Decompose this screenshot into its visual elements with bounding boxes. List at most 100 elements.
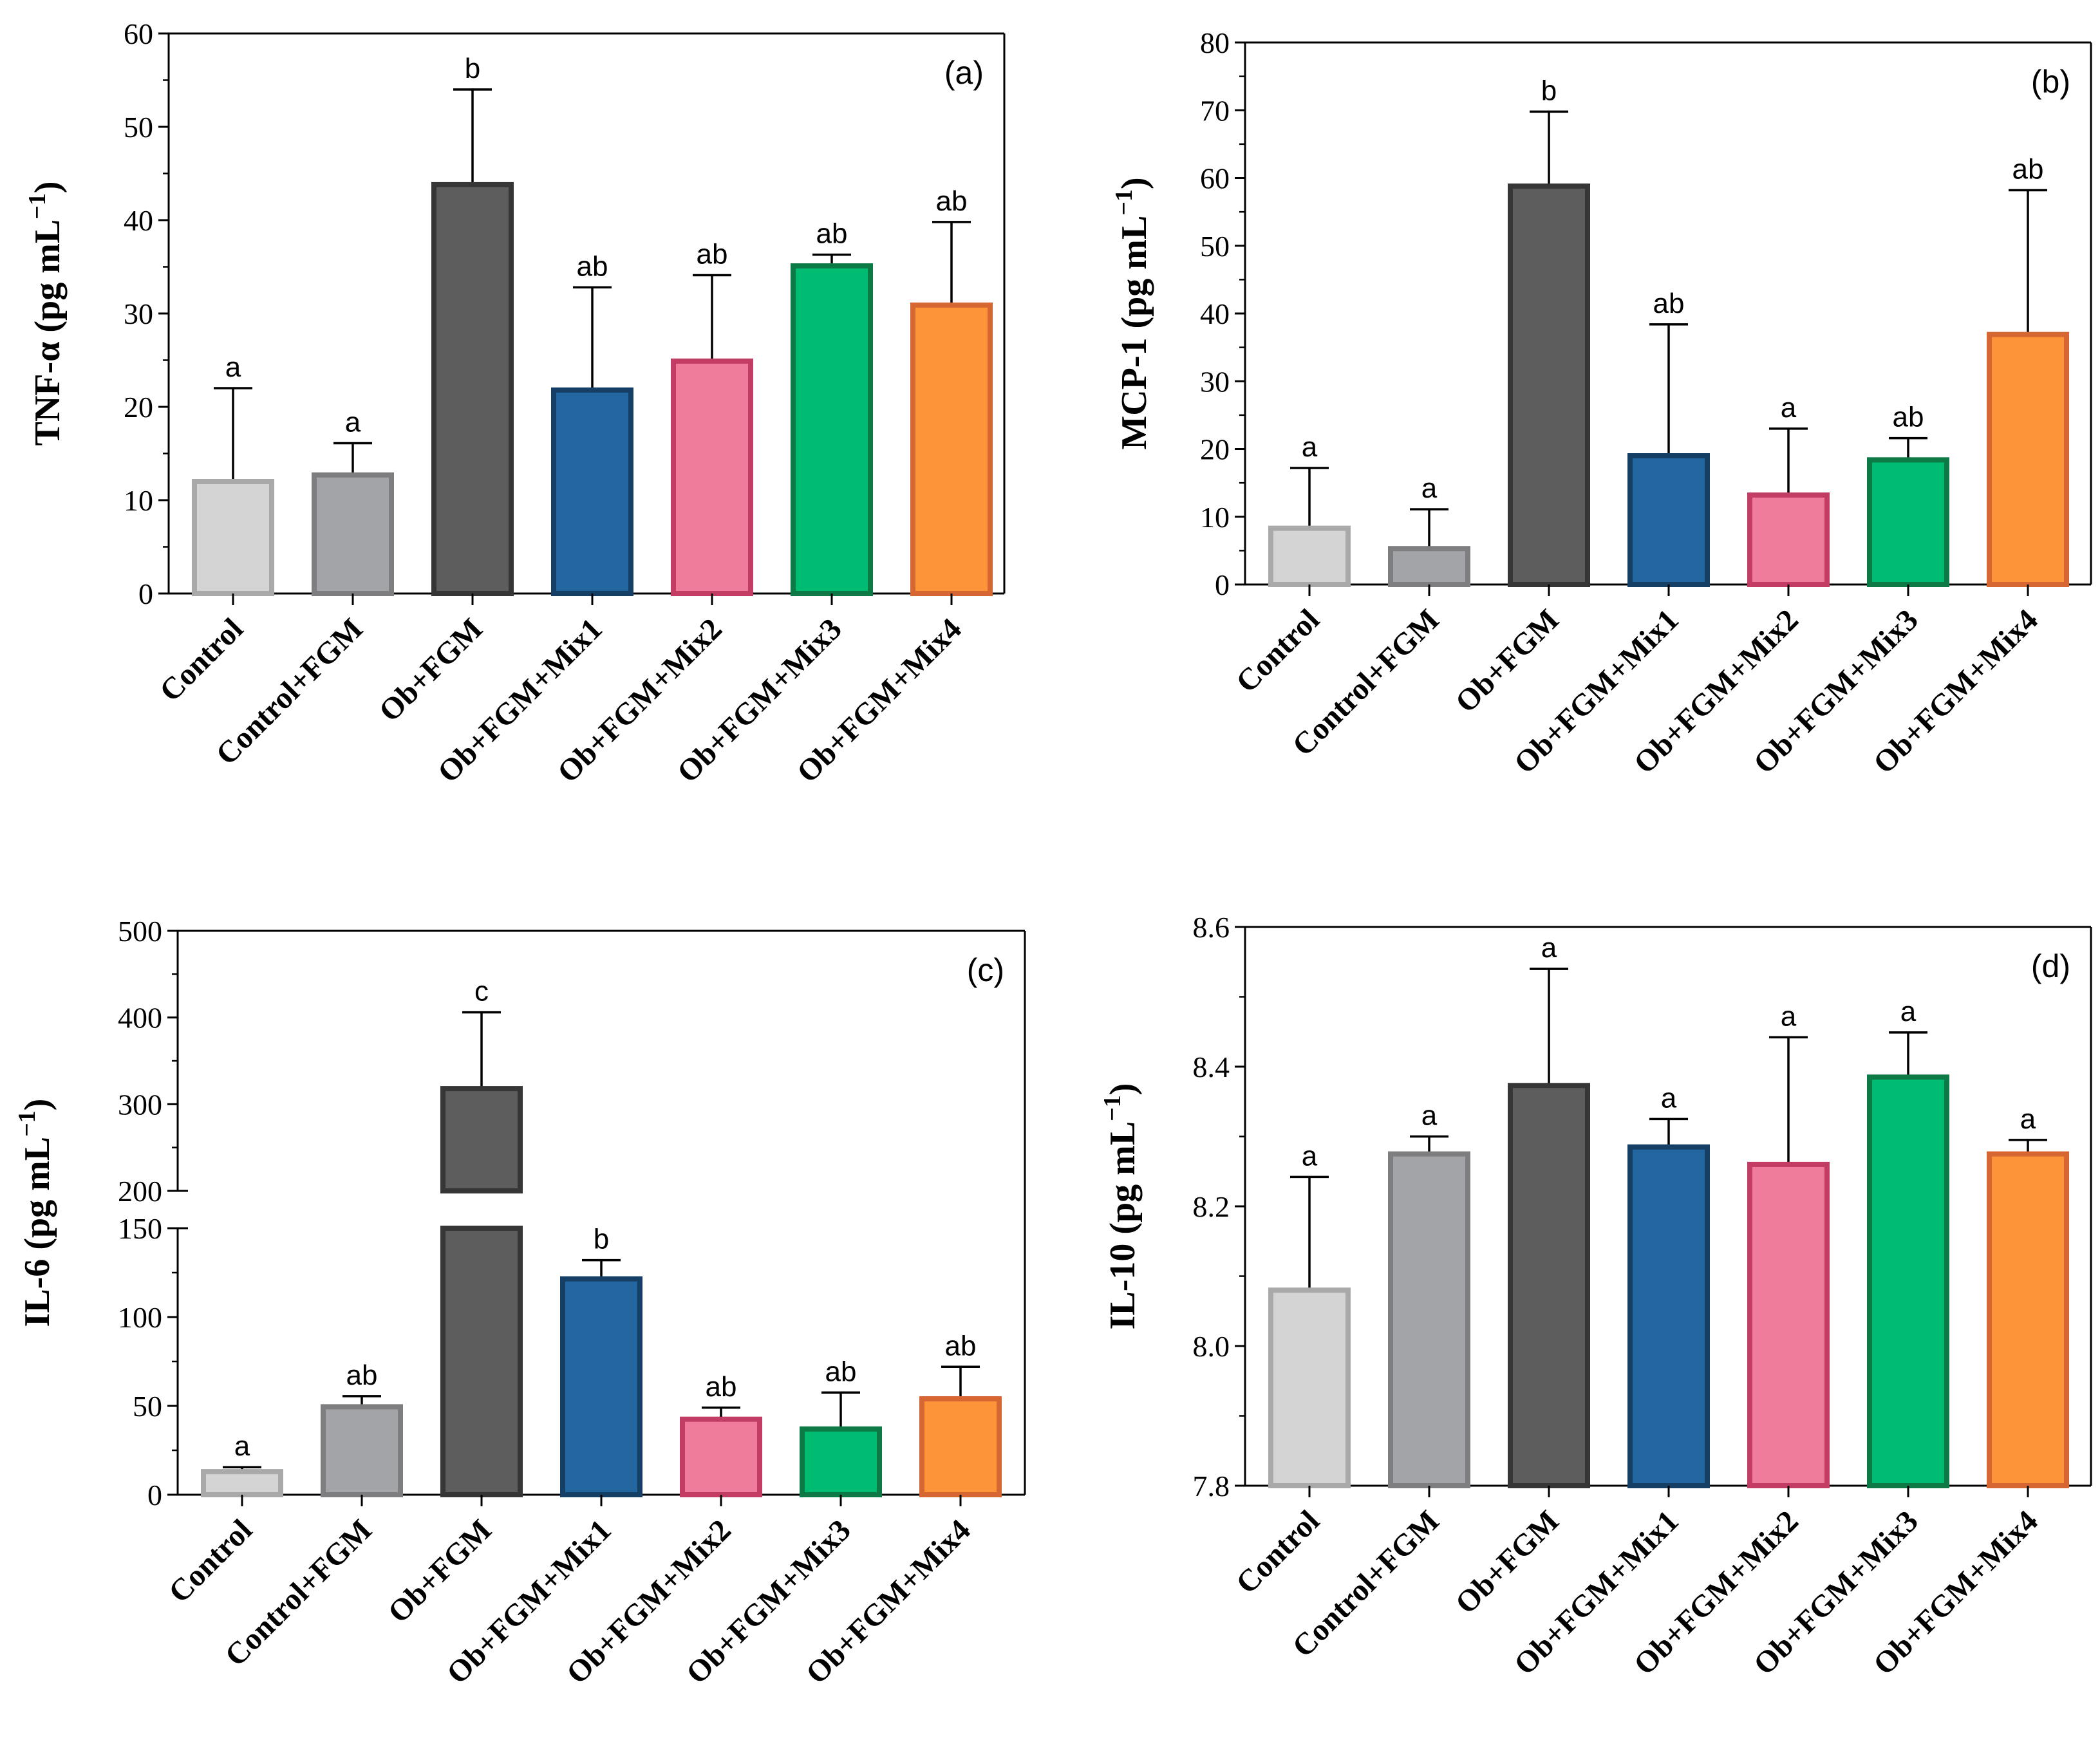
- significance-label: b: [594, 1224, 609, 1255]
- y-tick-label: 0: [147, 1479, 162, 1511]
- bar-3: [431, 182, 514, 596]
- bar-4: [1627, 453, 1710, 588]
- panel-b: 0 10 20 30 40 50 60 70 80 MCP-1 (pg mL−1) (b) a Cont…: [1111, 26, 2092, 780]
- significance-label: a: [1900, 996, 1917, 1027]
- bar-7: [1987, 1151, 2069, 1488]
- significance-label: ab: [816, 218, 848, 250]
- bar-5: [680, 1416, 762, 1497]
- category-label: Control: [1230, 1504, 1326, 1600]
- category-label: Control: [153, 612, 250, 708]
- significance-label: a: [225, 351, 241, 383]
- y-tick-label: 30: [124, 297, 153, 330]
- bar-4: [551, 387, 633, 597]
- y-tick-label: 400: [118, 1002, 162, 1034]
- significance-label: a: [345, 407, 361, 438]
- significance-label: a: [1302, 431, 1318, 463]
- y-tick-label: 0: [1215, 568, 1230, 601]
- bar-1: [201, 1469, 283, 1498]
- y-tick-label: 10: [1200, 501, 1230, 534]
- y-tick-label: 0: [138, 577, 153, 610]
- y-tick-label: 8.6: [1193, 911, 1230, 944]
- y-axis-title-close: ): [28, 181, 68, 193]
- y-tick-label: 100: [118, 1301, 162, 1334]
- panel-c: 0 50 100 150 200 300 400 500 IL-6 (pg mL−1) (c) a C…: [14, 915, 1026, 1690]
- y-tick-label: 8.4: [1193, 1051, 1230, 1083]
- y-tick-label: 60: [124, 17, 153, 50]
- category-label: Ob+FGM: [1449, 1504, 1566, 1620]
- y-tick-label: 40: [124, 204, 153, 237]
- y-axis-title-text: MCP-1 (pg mL: [1114, 216, 1154, 450]
- y-axis-title-superscript: −1: [24, 193, 51, 220]
- y-tick-label: 40: [1200, 297, 1230, 330]
- significance-label: ab: [1653, 288, 1685, 319]
- significance-label: a: [1302, 1140, 1318, 1172]
- y-axis-title: IL-10 (pg mL−1): [1099, 1083, 1143, 1330]
- y-tick-label: 8.2: [1193, 1190, 1230, 1223]
- bar-6: [800, 1426, 882, 1497]
- bar-3-upper: [440, 1086, 523, 1194]
- y-tick-label: 20: [1200, 433, 1230, 466]
- bar-5: [1747, 492, 1830, 587]
- y-tick-label: 50: [124, 111, 153, 144]
- y-tick-label: 50: [133, 1390, 162, 1423]
- significance-label: a: [1421, 1100, 1438, 1132]
- y-axis-title-text: IL-6 (pg mL: [17, 1137, 57, 1327]
- significance-label: ab: [945, 1330, 977, 1361]
- bar-6: [791, 263, 873, 596]
- y-axis-title-superscript: −1: [14, 1110, 41, 1137]
- significance-label: ab: [697, 239, 728, 270]
- y-tick-label: 80: [1200, 26, 1230, 59]
- panel-label: (c): [967, 952, 1004, 988]
- category-label: Control: [1230, 603, 1326, 699]
- significance-label: ab: [346, 1360, 378, 1391]
- bar-2: [321, 1404, 403, 1497]
- bar-6: [1867, 457, 1949, 588]
- y-axis-title: MCP-1 (pg mL−1): [1111, 177, 1154, 449]
- y-tick-label: 300: [118, 1088, 162, 1121]
- bar-6: [1867, 1074, 1949, 1488]
- bar-4: [560, 1276, 642, 1498]
- significance-label: b: [465, 53, 480, 84]
- category-label: Ob+FGM: [373, 612, 489, 728]
- bar-5: [1747, 1161, 1830, 1489]
- significance-label: ab: [2012, 153, 2044, 185]
- bar-3: [1508, 183, 1590, 587]
- panel-label: (d): [2031, 948, 2070, 984]
- category-label: Control: [162, 1513, 259, 1609]
- bar-2: [312, 472, 394, 596]
- category-label: Ob+FGM: [1449, 603, 1566, 719]
- significance-label: ab: [825, 1356, 857, 1387]
- panel-label: (b): [2031, 64, 2070, 100]
- panel-a: 0 10 20 30 40 50 60 TNF-α (pg mL−1) (a) a Control a…: [24, 17, 1006, 789]
- significance-label: b: [1541, 75, 1557, 106]
- panel-d: 7.8 8.0 8.2 8.4 8.6 IL-10 (pg mL−1) (d) a Contro…: [1099, 911, 2092, 1681]
- bar-4: [1627, 1144, 1710, 1488]
- bar-2: [1388, 1151, 1470, 1488]
- significance-label: c: [474, 976, 489, 1007]
- y-tick-label: 20: [124, 391, 153, 424]
- y-axis-title: IL-6 (pg mL−1): [14, 1099, 57, 1327]
- significance-label: ab: [577, 250, 608, 282]
- bar-1: [192, 479, 274, 596]
- y-axis-title-close: ): [1114, 177, 1154, 189]
- significance-label: a: [2020, 1103, 2036, 1135]
- y-axis-title-superscript: −1: [1111, 189, 1138, 216]
- significance-label: a: [1661, 1082, 1677, 1114]
- bar-7: [919, 1396, 1002, 1497]
- bar-2: [1388, 546, 1470, 588]
- category-label: Ob+FGM: [382, 1513, 498, 1629]
- significance-label: ab: [706, 1371, 737, 1403]
- significance-label: a: [1541, 932, 1557, 964]
- y-tick-label: 150: [118, 1212, 162, 1245]
- y-axis-title-text: IL-10 (pg mL: [1103, 1121, 1143, 1330]
- y-axis-title: TNF-α (pg mL−1): [24, 181, 68, 445]
- bar-7: [1987, 332, 2069, 587]
- y-tick-label: 10: [124, 484, 153, 517]
- bar-5: [671, 358, 753, 596]
- y-axis-title-superscript: −1: [1099, 1095, 1126, 1121]
- bar-3: [1508, 1083, 1590, 1489]
- y-tick-label: 8.0: [1193, 1330, 1230, 1363]
- bar-1: [1268, 525, 1351, 588]
- bar-3-lower: [440, 1226, 523, 1497]
